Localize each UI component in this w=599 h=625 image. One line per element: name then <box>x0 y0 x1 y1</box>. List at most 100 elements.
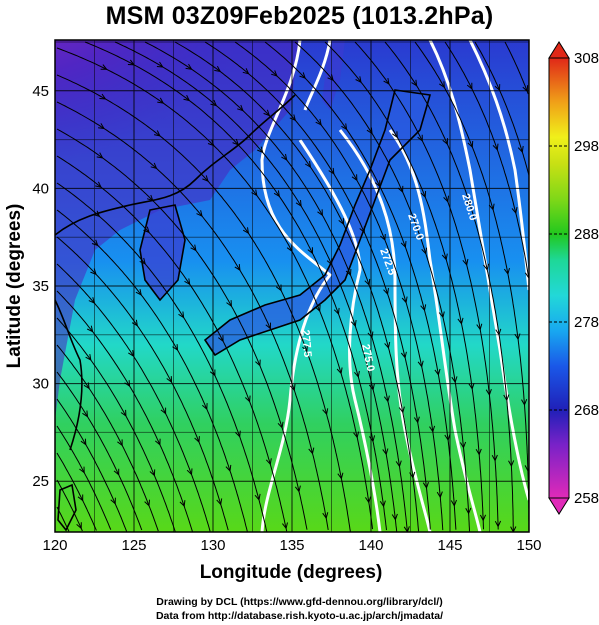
streamline-arrow <box>322 408 329 416</box>
contour-label: 275.0 <box>359 343 376 372</box>
colorbar-fill <box>548 57 570 499</box>
streamline-arrow <box>154 438 161 446</box>
streamline-arrow <box>355 76 362 84</box>
credit-data: Data from http://database.rish.kyoto-u.a… <box>155 610 444 622</box>
streamline-arrow <box>99 93 107 100</box>
streamline <box>114 41 398 532</box>
streamline <box>56 398 128 532</box>
streamline-arrow <box>265 322 271 330</box>
contour-line <box>298 139 382 532</box>
streamline-arrow <box>183 94 191 102</box>
streamline-arrow <box>398 406 405 414</box>
streamline-arrow <box>384 341 391 349</box>
streamline-arrow <box>144 499 150 507</box>
streamline-arrow <box>149 469 156 477</box>
streamline-arrow <box>417 360 424 368</box>
streamline-arrow <box>438 311 445 319</box>
streamline <box>56 236 229 531</box>
streamline <box>56 290 193 532</box>
x-tick-label: 135 <box>279 537 304 554</box>
streamline-arrow <box>503 267 510 276</box>
y-tick-label: 45 <box>32 83 49 100</box>
streamline-arrow <box>314 304 321 313</box>
streamline-arrow <box>400 241 407 249</box>
streamline-arrow <box>295 200 302 207</box>
x-tick-label: 125 <box>121 537 146 554</box>
x-tick-label: 130 <box>200 537 225 554</box>
streamline-arrow <box>281 153 288 161</box>
streamline <box>56 47 373 530</box>
streamline-arrow <box>172 344 179 351</box>
land-japan <box>205 90 430 355</box>
streamline-arrow <box>421 247 428 255</box>
streamline-arrow <box>488 203 495 211</box>
streamline-arrow <box>466 82 473 90</box>
contour-line <box>303 40 332 111</box>
streamline-arrow <box>226 300 232 308</box>
streamline-arrow <box>214 65 222 73</box>
streamline-arrow <box>237 104 244 112</box>
chart-title: MSM 03Z09Feb2025 (1013.2hPa) <box>105 2 494 30</box>
streamline <box>444 41 529 278</box>
streamline-arrow <box>366 127 373 135</box>
streamline <box>414 41 529 531</box>
streamline-arrow <box>436 491 443 499</box>
streamline-arrow <box>242 68 250 75</box>
streamline-arrow <box>364 496 372 504</box>
streamline <box>56 263 211 532</box>
streamline-arrow <box>391 513 398 521</box>
streamline-arrow <box>196 210 203 217</box>
streamline <box>56 317 176 532</box>
streamline-arrow <box>207 139 215 147</box>
streamline-arrow <box>186 468 193 476</box>
streamline-arrow <box>202 175 209 182</box>
streamline-arrow <box>479 514 487 522</box>
streamline-arrow <box>503 394 510 402</box>
streamline <box>56 74 351 532</box>
contour-label: 277.5 <box>299 329 313 357</box>
streamline-arrow <box>429 425 436 433</box>
streamline-arrow <box>439 81 445 89</box>
streamline-arrow <box>100 64 108 70</box>
streamline-arrow <box>307 247 314 255</box>
streamline-arrow <box>413 416 420 424</box>
streamline-arrow <box>190 244 197 252</box>
streamline-arrow <box>79 466 85 474</box>
streamline-arrow <box>308 447 315 455</box>
streamline-arrow <box>251 189 258 197</box>
coastline <box>203 89 432 357</box>
streamline-arrow <box>467 140 474 149</box>
streamline-arrow <box>521 399 528 406</box>
streamline-arrow <box>462 258 469 267</box>
streamline <box>504 41 529 95</box>
streamline-arrow <box>209 369 216 377</box>
streamline-arrow <box>434 368 441 376</box>
streamline-arrow <box>451 376 458 384</box>
streamline-arrow <box>76 522 82 530</box>
streamline-arrow <box>153 130 161 137</box>
streamline-arrow <box>395 460 402 468</box>
streamline-arrow <box>302 345 308 353</box>
coastline <box>139 204 186 302</box>
streamline-arrow <box>327 74 334 82</box>
streamline <box>56 344 159 532</box>
streamline-arrow <box>441 253 448 261</box>
streamline-arrow <box>322 512 329 520</box>
colorbar-tick-label: 308 <box>574 50 599 67</box>
streamline-arrow <box>85 354 92 361</box>
streamline-arrow <box>82 410 89 418</box>
streamline-arrow <box>185 63 193 70</box>
streamline-arrow <box>450 499 457 507</box>
streamline-arrow <box>166 376 173 384</box>
streamline <box>56 128 308 530</box>
streamline <box>56 101 329 530</box>
x-tick-label: 120 <box>42 537 67 554</box>
streamline-arrow <box>341 123 348 131</box>
streamline-arrow <box>420 190 427 199</box>
streamline-arrow <box>86 325 94 333</box>
streamline-arrow <box>157 97 165 104</box>
streamline-arrow <box>401 296 408 304</box>
streamline-arrow <box>98 123 105 130</box>
streamline-arrow <box>254 493 261 501</box>
streamline-arrow <box>411 79 418 87</box>
